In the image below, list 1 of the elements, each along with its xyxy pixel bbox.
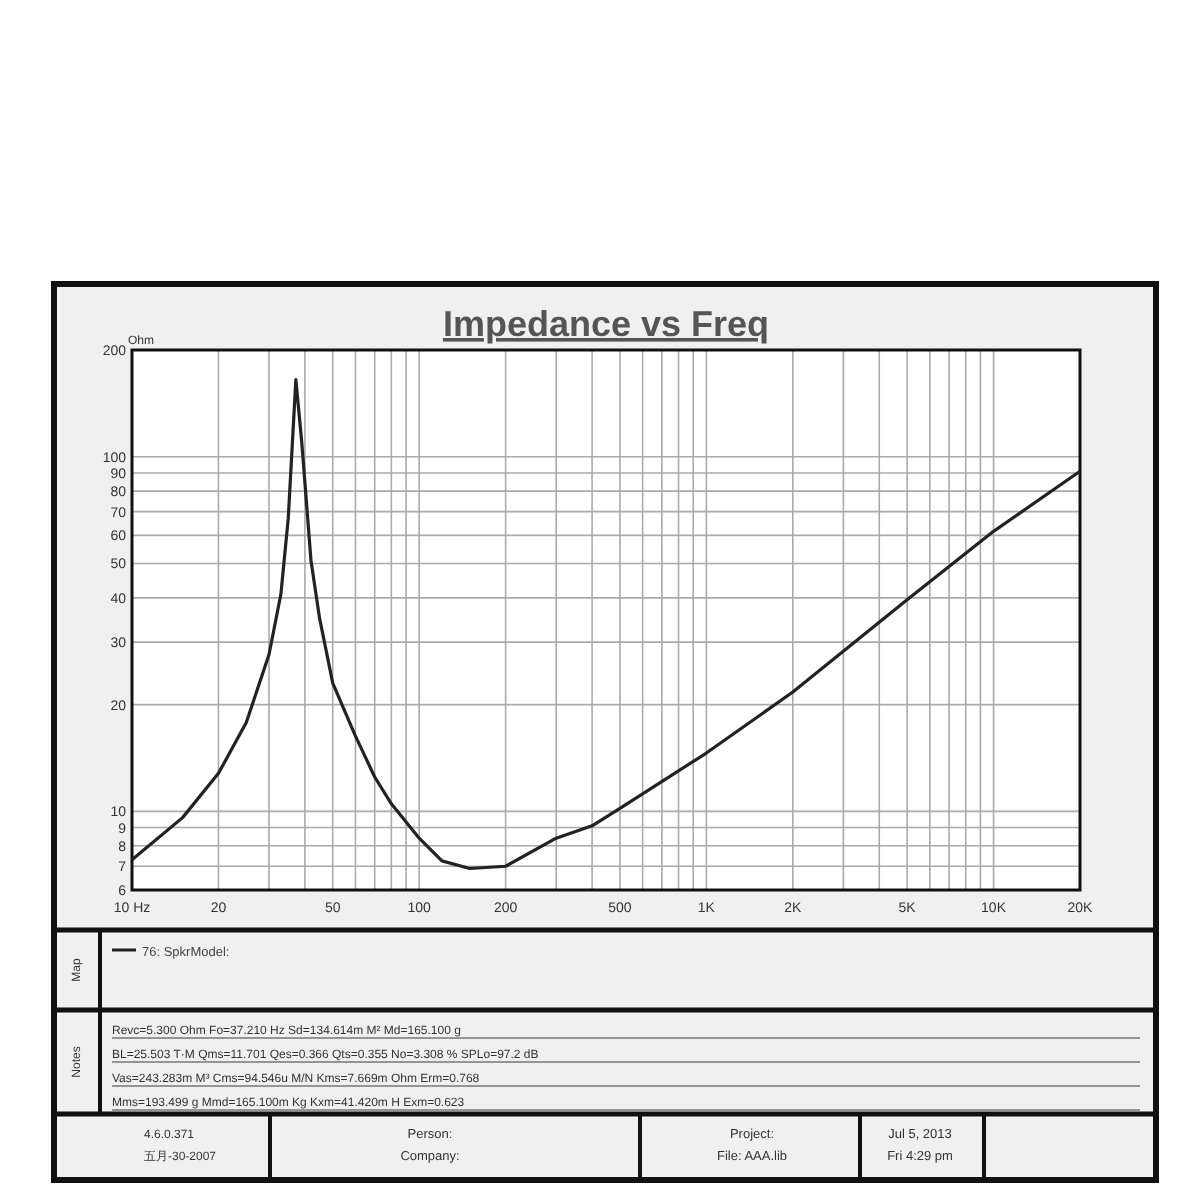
chart-title: Impedance vs Freq xyxy=(442,304,770,344)
